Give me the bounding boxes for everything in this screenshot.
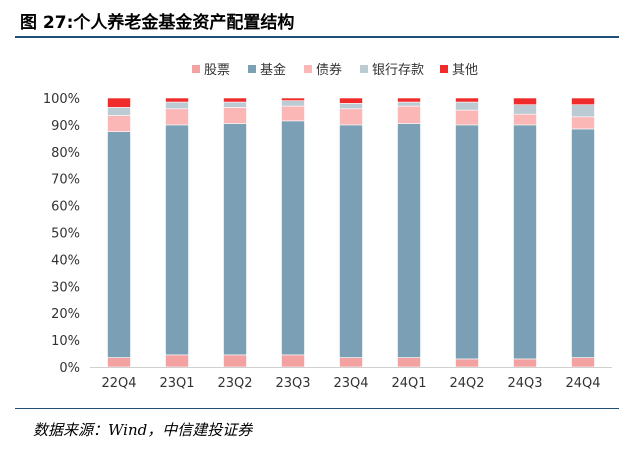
bar-stacks: [107, 97, 595, 368]
y-tick-label: 70%: [51, 173, 80, 188]
bar-segment-23Q1-债券: [165, 108, 189, 126]
bar-segment-23Q3-基金: [281, 120, 305, 356]
bar-segment-24Q2-基金: [455, 124, 479, 360]
y-axis: 0% 10% 20% 30% 40% 50% 60% 70% 80% 90% 100%: [43, 92, 80, 376]
x-tick-label: 23Q3: [275, 376, 310, 391]
y-tick-label: 80%: [51, 146, 80, 161]
x-tick-label: 24Q3: [507, 376, 542, 391]
bar-segment-23Q2-银行存款: [223, 101, 247, 108]
bar-segment-24Q1-银行存款: [397, 101, 421, 107]
y-tick-label: 10%: [51, 334, 80, 349]
x-tick-label: 24Q2: [449, 376, 484, 391]
x-tick-label: 23Q2: [217, 376, 252, 391]
bar-segment-24Q2-股票: [455, 358, 479, 368]
legend-swatch-股票: [192, 65, 200, 73]
footer-divider: [15, 408, 619, 409]
x-tick-label: 24Q1: [391, 376, 426, 391]
y-tick-label: 40%: [51, 253, 80, 268]
x-axis: 22Q4 23Q1 23Q2 23Q3 23Q4 24Q1 24Q2 24Q3 24Q4: [101, 376, 600, 391]
y-tick-label: 20%: [51, 307, 80, 322]
bar-segment-22Q4-银行存款: [107, 107, 131, 116]
bar-segment-24Q1-股票: [397, 357, 421, 368]
bar-segment-23Q1-股票: [165, 354, 189, 368]
bar-segment-23Q2-其他: [223, 97, 247, 103]
x-tick-label: 23Q4: [333, 376, 368, 391]
bar-segment-24Q2-其他: [455, 97, 479, 103]
bar-segment-24Q3-银行存款: [513, 104, 537, 115]
y-tick-label: 60%: [51, 200, 80, 215]
bar-segment-23Q2-基金: [223, 123, 247, 356]
bar-segment-24Q3-债券: [513, 113, 537, 126]
x-tick-label: 22Q4: [101, 376, 136, 391]
x-tick-label: 24Q4: [565, 376, 600, 391]
legend-label-其他: 其他: [452, 63, 478, 78]
bar-segment-23Q3-银行存款: [281, 100, 305, 107]
legend-label-债券: 债券: [316, 62, 342, 78]
bar-segment-23Q3-其他: [281, 97, 305, 101]
y-tick-label: 30%: [51, 280, 80, 295]
bar-segment-23Q3-股票: [281, 354, 305, 368]
bar-segment-24Q1-债券: [397, 105, 421, 124]
bar-segment-23Q4-股票: [339, 357, 363, 368]
bar-segment-23Q4-基金: [339, 124, 363, 358]
figure-title: 图 27:个人养老金基金资产配置结构: [20, 13, 295, 33]
legend-swatch-债券: [304, 65, 312, 73]
legend-swatch-基金: [248, 65, 256, 73]
bar-segment-22Q4-股票: [107, 357, 131, 368]
title-divider: [15, 36, 619, 38]
bar-segment-24Q3-股票: [513, 358, 537, 368]
bar-segment-24Q4-基金: [571, 128, 595, 358]
bar-segment-24Q4-其他: [571, 97, 595, 106]
legend-label-基金: 基金: [260, 62, 286, 78]
bar-segment-23Q2-债券: [223, 107, 247, 124]
bar-segment-23Q4-债券: [339, 108, 363, 126]
legend-label-银行存款: 银行存款: [372, 63, 424, 78]
y-tick-label: 0%: [59, 361, 80, 376]
bar-segment-24Q1-其他: [397, 97, 421, 103]
y-tick-label: 90%: [51, 119, 80, 134]
bar-segment-24Q1-基金: [397, 123, 421, 358]
y-tick-label: 50%: [51, 227, 80, 242]
bar-segment-23Q3-债券: [281, 105, 305, 122]
source-note: 数据来源：Wind，中信建投证券: [33, 421, 253, 439]
bar-segment-23Q1-其他: [165, 97, 189, 103]
bar-segment-24Q3-基金: [513, 124, 537, 360]
chart-legend: 股票 基金 债券 银行存款 其他: [192, 62, 478, 78]
bar-segment-22Q4-其他: [107, 97, 131, 108]
bar-segment-23Q1-银行存款: [165, 101, 189, 110]
bar-segment-24Q2-债券: [455, 109, 479, 126]
legend-swatch-银行存款: [360, 65, 368, 73]
legend-label-股票: 股票: [204, 63, 230, 78]
bar-segment-23Q1-基金: [165, 124, 189, 356]
bar-segment-23Q2-股票: [223, 354, 247, 368]
bar-segment-23Q4-其他: [339, 97, 363, 104]
bar-segment-22Q4-基金: [107, 131, 131, 358]
bar-segment-23Q4-银行存款: [339, 103, 363, 110]
bar-segment-24Q3-其他: [513, 97, 537, 106]
bar-segment-22Q4-债券: [107, 115, 131, 132]
x-tick-label: 23Q1: [159, 376, 194, 391]
bar-segment-24Q4-债券: [571, 116, 595, 130]
legend-swatch-其他: [440, 65, 448, 73]
bar-segment-24Q2-银行存款: [455, 101, 479, 111]
y-tick-label: 100%: [43, 92, 80, 107]
bar-segment-24Q4-股票: [571, 357, 595, 368]
bar-segment-24Q4-银行存款: [571, 104, 595, 118]
